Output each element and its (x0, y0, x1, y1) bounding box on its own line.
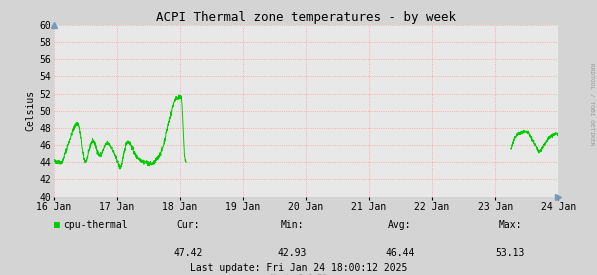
Text: Min:: Min: (281, 220, 304, 230)
Text: 53.13: 53.13 (496, 248, 525, 257)
Y-axis label: Celsius: Celsius (25, 90, 35, 131)
Text: cpu-thermal: cpu-thermal (63, 220, 127, 230)
Text: ■: ■ (54, 220, 60, 230)
Text: 46.44: 46.44 (385, 248, 415, 257)
Text: RRDTOOL / TOBI OETIKER: RRDTOOL / TOBI OETIKER (590, 63, 595, 146)
Text: Munin 2.0.76: Munin 2.0.76 (271, 274, 326, 275)
Text: Last update: Fri Jan 24 18:00:12 2025: Last update: Fri Jan 24 18:00:12 2025 (190, 263, 407, 273)
Text: Max:: Max: (498, 220, 522, 230)
Text: Avg:: Avg: (388, 220, 412, 230)
Text: 42.93: 42.93 (278, 248, 307, 257)
Title: ACPI Thermal zone temperatures - by week: ACPI Thermal zone temperatures - by week (156, 10, 456, 24)
Text: Cur:: Cur: (176, 220, 200, 230)
Text: 47.42: 47.42 (173, 248, 203, 257)
